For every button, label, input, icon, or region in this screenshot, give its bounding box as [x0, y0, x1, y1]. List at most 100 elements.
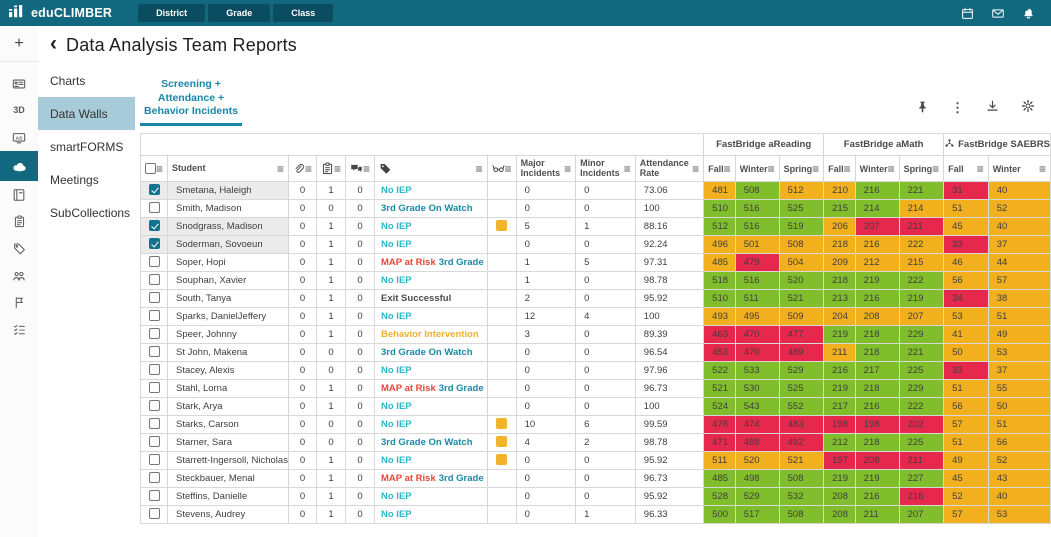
- student-name-cell[interactable]: Smith, Madison: [167, 199, 289, 218]
- row-checkbox[interactable]: [148, 345, 160, 357]
- student-name-cell[interactable]: Souphan, Xavier: [167, 271, 289, 290]
- rail-item-3d-icon[interactable]: 3D: [0, 97, 38, 124]
- row-checkbox[interactable]: [148, 273, 160, 285]
- column-menu-icon[interactable]: ≡: [767, 161, 775, 176]
- topbar-nav-district[interactable]: District: [138, 4, 206, 22]
- student-name-cell[interactable]: Steffins, Danielle: [167, 487, 289, 506]
- row-checkbox[interactable]: [148, 219, 160, 231]
- column-menu-icon[interactable]: ≡: [723, 161, 731, 176]
- column-menu-icon[interactable]: ≡: [333, 161, 341, 176]
- student-name-cell[interactable]: South, Tanya: [167, 289, 289, 308]
- student-name-cell[interactable]: Stevens, Audrey: [167, 505, 289, 524]
- tag-cell: No IEP: [374, 487, 488, 506]
- column-menu-icon[interactable]: ≡: [504, 161, 512, 176]
- student-name-cell[interactable]: St John, Makena: [167, 343, 289, 362]
- attendance-rate-cell: 100: [634, 199, 705, 218]
- select-all-checkbox[interactable]: [145, 163, 156, 174]
- back-button[interactable]: ‹: [50, 33, 57, 54]
- column-menu-icon[interactable]: ≡: [475, 161, 483, 176]
- column-menu-icon[interactable]: ≡: [276, 161, 284, 176]
- row-checkbox[interactable]: [148, 489, 160, 501]
- rail-item-clipboard-icon[interactable]: [0, 208, 38, 235]
- download-button[interactable]: [986, 100, 999, 116]
- rail-item-monitor-as-icon[interactable]: AS: [0, 124, 38, 151]
- row-checkbox[interactable]: [148, 399, 160, 411]
- sidebar-item-charts[interactable]: Charts: [50, 73, 86, 88]
- column-menu-icon[interactable]: ≡: [304, 161, 312, 176]
- column-menu-icon[interactable]: ≡: [564, 161, 572, 176]
- mail-icon[interactable]: [991, 7, 1005, 20]
- row-checkbox[interactable]: [148, 471, 160, 483]
- score-cell: 219: [854, 469, 900, 488]
- column-menu-icon[interactable]: ≡: [976, 161, 984, 176]
- score-cell: 516: [734, 271, 780, 290]
- student-name-cell[interactable]: Starner, Sara: [167, 433, 289, 452]
- row-checkbox[interactable]: [148, 363, 160, 375]
- student-name-cell[interactable]: Starks, Carson: [167, 415, 289, 434]
- major-incidents-cell: 0: [515, 181, 577, 200]
- sidebar-item-smartforms[interactable]: smartFORMS: [50, 139, 124, 154]
- column-menu-icon[interactable]: ≡: [1038, 161, 1046, 176]
- row-checkbox[interactable]: [148, 291, 160, 303]
- student-name-cell[interactable]: Stacey, Alexis: [167, 361, 289, 380]
- sidebar-item-meetings[interactable]: Meetings: [50, 172, 99, 187]
- column-menu-icon[interactable]: ≡: [156, 161, 164, 176]
- student-name-cell[interactable]: Snodgrass, Madison: [167, 217, 289, 236]
- row-checkbox[interactable]: [148, 381, 160, 393]
- column-menu-icon[interactable]: ≡: [692, 161, 700, 176]
- sidebar-item-data-walls[interactable]: Data Walls: [38, 97, 135, 130]
- rail-item-collections-icon[interactable]: [0, 151, 38, 181]
- score-cell: 208: [823, 487, 856, 506]
- column-menu-icon[interactable]: ≡: [812, 161, 820, 176]
- row-checkbox[interactable]: [148, 507, 160, 519]
- column-menu-icon[interactable]: ≡: [887, 161, 895, 176]
- flag-chip-icon[interactable]: [496, 417, 508, 429]
- rail-item-id-card-icon[interactable]: [0, 70, 38, 97]
- column-menu-icon[interactable]: ≡: [623, 161, 631, 176]
- tag-label: 3rd Grade: [438, 257, 484, 268]
- student-name-cell[interactable]: Soderman, Sovoeun: [167, 235, 289, 254]
- student-name-cell[interactable]: Speer, Johnny: [167, 325, 289, 344]
- score-cell: 217: [854, 361, 900, 380]
- rail-item-flag-icon[interactable]: [0, 289, 38, 316]
- topbar-nav-class[interactable]: Class: [273, 4, 334, 22]
- rail-item-tag-outline-icon[interactable]: [0, 235, 38, 262]
- student-name-cell[interactable]: Stark, Arya: [167, 397, 289, 416]
- bell-icon[interactable]: [1022, 7, 1035, 20]
- student-name-cell[interactable]: Smetana, Haleigh: [167, 181, 289, 200]
- column-menu-icon[interactable]: ≡: [932, 161, 940, 176]
- column-menu-icon[interactable]: ≡: [362, 161, 370, 176]
- rail-item-book-icon[interactable]: [0, 181, 38, 208]
- flag-chip-icon[interactable]: [496, 435, 508, 447]
- row-checkbox[interactable]: [148, 201, 160, 213]
- intervention-flag-cell: [486, 361, 517, 380]
- student-name-cell[interactable]: Soper, Hopi: [167, 253, 289, 272]
- attachments-count-cell: 0: [287, 379, 317, 398]
- attachments-count-cell: 0: [287, 397, 317, 416]
- sidebar-item-subcollections[interactable]: SubCollections: [50, 205, 131, 220]
- column-menu-icon[interactable]: ≡: [843, 161, 851, 176]
- pin-button[interactable]: [916, 100, 929, 116]
- calendar-icon[interactable]: [961, 7, 974, 20]
- student-name-cell[interactable]: Steckbauer, Menal: [167, 469, 289, 488]
- student-name-cell[interactable]: Starrett-Ingersoll, Nicholas: [167, 451, 289, 470]
- flag-chip-icon[interactable]: [496, 453, 508, 465]
- row-checkbox[interactable]: [148, 237, 160, 249]
- kebab-button[interactable]: ⋮: [951, 100, 964, 116]
- row-checkbox[interactable]: [148, 255, 160, 267]
- row-checkbox[interactable]: [148, 453, 160, 465]
- row-checkbox[interactable]: [148, 435, 160, 447]
- student-name-cell[interactable]: Sparks, DanielJeffery: [167, 307, 289, 326]
- row-checkbox[interactable]: [148, 417, 160, 429]
- flag-chip-icon[interactable]: [496, 219, 508, 231]
- student-name-cell[interactable]: Stahl, Lorna: [167, 379, 289, 398]
- row-checkbox[interactable]: [148, 327, 160, 339]
- topbar-nav-grade[interactable]: Grade: [208, 4, 271, 22]
- rail-item-checklist-icon[interactable]: [0, 316, 38, 343]
- tab-screening-attendance-behavior[interactable]: Screening + Attendance + Behavior Incident…: [140, 78, 242, 126]
- row-checkbox[interactable]: [148, 183, 160, 195]
- rail-item-plus-icon[interactable]: +: [0, 26, 38, 62]
- gear-button[interactable]: [1021, 99, 1035, 116]
- row-checkbox[interactable]: [148, 309, 160, 321]
- rail-item-people-icon[interactable]: [0, 262, 38, 289]
